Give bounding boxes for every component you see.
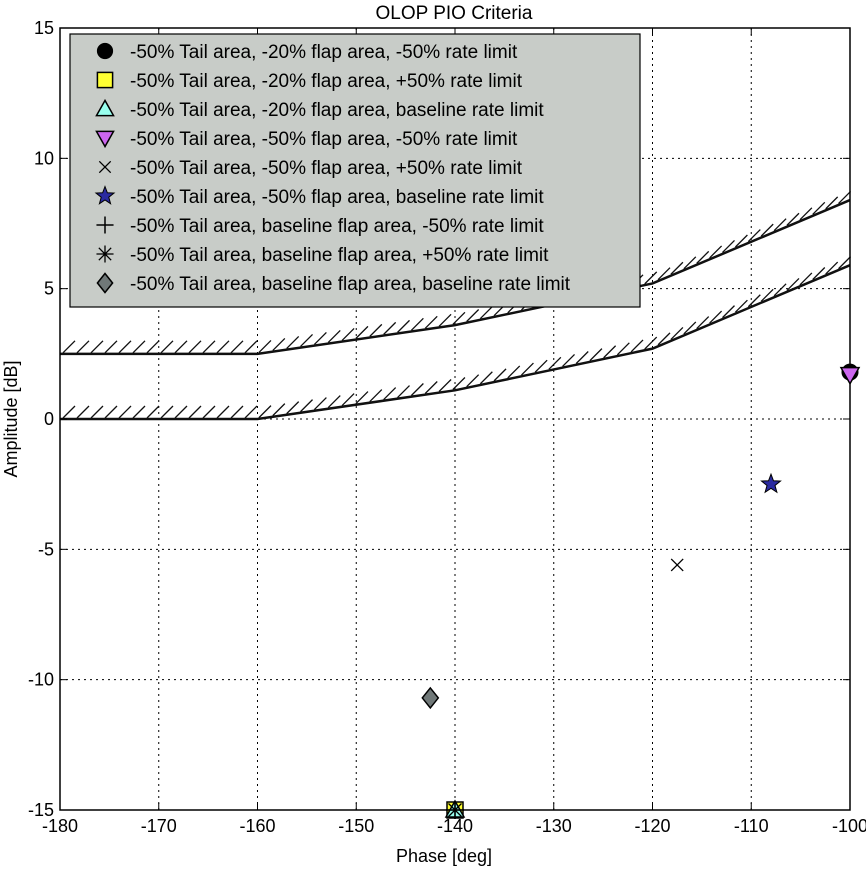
marker-shape: [839, 366, 861, 386]
legend: -50% Tail area, -20% flap area, -50% rat…: [69, 33, 641, 308]
marker-shape: [446, 801, 464, 819]
legend-label-2: -50% Tail area, -20% flap area, +50% rat…: [130, 71, 523, 92]
marker-shape: [96, 71, 114, 89]
x-tick-label: -130: [536, 816, 572, 836]
chart-title: OLOP PIO Criteria: [376, 3, 533, 24]
data-point-series-9: [421, 686, 440, 710]
x-tick-label: -170: [141, 816, 177, 836]
y-tick-label: 15: [34, 18, 54, 38]
legend-marker-8: [96, 245, 114, 263]
legend-marker-1: [96, 42, 114, 60]
x-tick-label: -180: [42, 816, 78, 836]
y-tick-label: -5: [38, 539, 54, 559]
data-markers: [421, 363, 861, 819]
marker-shape: [421, 686, 440, 710]
x-tick-label: -100: [832, 816, 866, 836]
legend-marker-2: [96, 71, 114, 89]
legend-label-4: -50% Tail area, -50% flap area, -50% rat…: [130, 129, 518, 150]
y-tick-label: 0: [44, 409, 54, 429]
x-tick-label: -120: [634, 816, 670, 836]
legend-label-7: -50% Tail area, baseline flap area, -50%…: [130, 216, 544, 237]
data-point-series-8: [446, 801, 464, 819]
marker-shape: [96, 216, 114, 234]
y-tick-label: -15: [28, 800, 54, 820]
marker-shape: [670, 558, 684, 572]
axes: -180 -170 -160 -150 -140 -130 -120 -110 -100-15-…: [28, 18, 866, 836]
x-tick-label: -140: [437, 816, 473, 836]
legend-label-8: -50% Tail area, baseline flap area, +50%…: [130, 245, 549, 266]
y-tick-label: 10: [34, 148, 54, 168]
x-tick-label: -160: [239, 816, 275, 836]
x-tick-label: -150: [338, 816, 374, 836]
marker-shape: [94, 185, 116, 205]
boundary-line-2: [60, 264, 851, 421]
data-point-series-6: [760, 472, 782, 494]
x-axis-label: Phase [deg]: [396, 846, 492, 866]
legend-label-6: -50% Tail area, -50% flap area, baseline…: [130, 187, 544, 208]
y-tick-label: -10: [28, 670, 54, 690]
legend-box: [69, 33, 641, 308]
data-point-series-4: [839, 366, 861, 386]
marker-shape: [96, 42, 114, 60]
boundary-hatching-2: [62, 256, 852, 419]
x-tick-label: -110: [734, 816, 769, 836]
boundary-line-1: [60, 198, 851, 356]
y-axis-label: Amplitude [dB]: [1, 360, 21, 477]
legend-marker-9: [96, 272, 114, 294]
marker-shape: [760, 472, 782, 494]
data-point-series-5: [670, 558, 684, 572]
marker-shape: [98, 160, 112, 174]
marker-shape: [96, 272, 114, 294]
legend-label-1: -50% Tail area, -20% flap area, -50% rat…: [130, 42, 518, 63]
legend-marker-3: [95, 98, 115, 117]
legend-label-9: -50% Tail area, baseline flap area, base…: [130, 274, 571, 295]
legend-label-5: -50% Tail area, -50% flap area, +50% rat…: [130, 158, 523, 179]
marker-shape: [96, 245, 114, 263]
legend-label-3: -50% Tail area, -20% flap area, baseline…: [130, 100, 544, 121]
y-tick-label: 5: [44, 279, 54, 299]
legend-marker-5: [98, 160, 112, 174]
legend-marker-4: [95, 130, 115, 149]
marker-shape: [95, 130, 115, 149]
legend-marker-6: [94, 185, 116, 205]
legend-marker-7: [96, 216, 114, 234]
marker-shape: [95, 98, 115, 117]
